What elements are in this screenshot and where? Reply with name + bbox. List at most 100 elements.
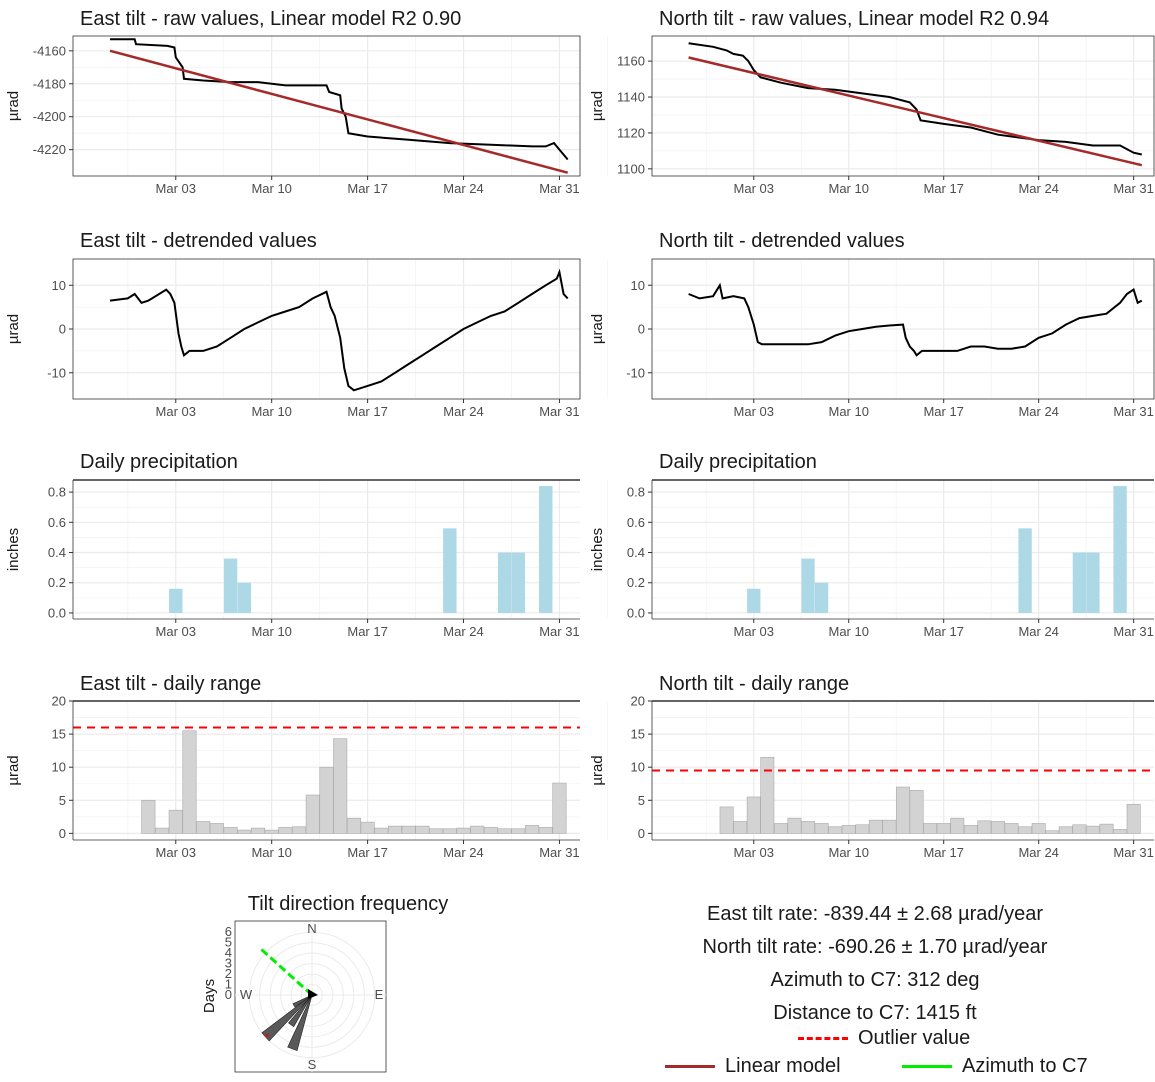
east_precip-x-tick-label: Mar 10 — [251, 624, 291, 639]
north_raw-y-tick-label: 1140 — [617, 90, 645, 105]
north_range-bar — [1018, 826, 1033, 834]
east_detr-x-tick-label: Mar 03 — [156, 404, 196, 419]
north_precip-bar — [814, 582, 829, 613]
north_detr-x-tick-label: Mar 24 — [1018, 404, 1058, 419]
north_precip-x-tick-label: Mar 24 — [1018, 624, 1058, 639]
north_detr-data-line — [688, 282, 1143, 357]
east_range-bar — [141, 799, 156, 834]
north_range-bar — [1113, 829, 1128, 834]
rose-r-tick-label: 6 — [225, 924, 232, 939]
north_range-bar — [977, 820, 992, 834]
legend-outlier-key — [798, 1037, 848, 1041]
rose-label-e: E — [375, 987, 384, 1002]
east_range-bar — [401, 825, 416, 834]
east_precip-bar — [169, 588, 183, 613]
north_raw-x-tick-label: Mar 03 — [734, 181, 774, 196]
north_precip-bar — [1086, 552, 1100, 613]
north_range-y-tick-label: 10 — [631, 760, 645, 775]
north_raw-x-tick-label: Mar 31 — [1113, 181, 1153, 196]
north_range-bar — [773, 823, 788, 834]
east_range-bar — [387, 825, 403, 834]
north_precip-bar — [1113, 486, 1127, 613]
north_raw-title: North tilt - raw values, Linear model R2… — [659, 8, 1049, 30]
north_range-bar — [801, 821, 815, 834]
east_range-bar — [182, 730, 197, 834]
east_precip-y-tick-label: 0.4 — [48, 545, 66, 560]
north_detr-y-tick-label: -10 — [626, 365, 645, 380]
rose-label-n: N — [307, 921, 316, 936]
north_range-y-tick-label: 0 — [638, 826, 645, 841]
legend-azimuth-label: Azimuth to C7 — [962, 1055, 1088, 1077]
legend-model: Linear model — [665, 1055, 841, 1078]
north_detr-y-axis-label: µrad — [589, 314, 606, 344]
east_range-bar — [497, 828, 512, 834]
rose-title: Tilt direction frequency — [248, 893, 448, 915]
north_range-bar — [746, 796, 761, 834]
rate-summary: East tilt rate: -839.44 ± 2.68 µrad/year… — [640, 898, 1110, 1030]
north_range-bar — [1126, 803, 1141, 834]
north_precip-bar — [1018, 528, 1032, 613]
north_precip-bar — [801, 558, 815, 613]
north_range-bar — [841, 825, 856, 834]
rose-label-w: W — [240, 987, 253, 1002]
east_raw-x-tick-label: Mar 03 — [156, 181, 196, 196]
rose-label-s: S — [308, 1057, 317, 1072]
rose-petal — [292, 994, 313, 1008]
east_precip-y-tick-label: 0.8 — [48, 485, 66, 500]
north_detr-y-tick-label: 0 — [638, 322, 645, 337]
north_range-x-tick-label: Mar 03 — [734, 845, 774, 860]
rose-r-tick-label: 1 — [225, 977, 232, 992]
east_raw-x-tick-label: Mar 31 — [539, 181, 579, 196]
north_precip-x-tick-label: Mar 31 — [1113, 624, 1153, 639]
north_detr-x-tick-label: Mar 17 — [923, 404, 963, 419]
north_precip-y-tick-label: 0.4 — [627, 545, 645, 560]
north_range-bar — [1045, 830, 1060, 834]
rose-r-tick-label: 2 — [225, 966, 232, 981]
east_precip-y-tick-label: 0.2 — [48, 575, 66, 590]
east_detr-x-tick-label: Mar 24 — [443, 404, 483, 419]
east_detr-title: East tilt - detrended values — [80, 230, 317, 252]
north_range-x-tick-label: Mar 17 — [923, 845, 963, 860]
east_detr-x-tick-label: Mar 17 — [347, 404, 387, 419]
north_detr-title: North tilt - detrended values — [659, 230, 905, 252]
east_range-title: East tilt - daily range — [80, 673, 261, 695]
rose-model-line — [264, 1032, 270, 1039]
east_detr-y-axis-label: µrad — [5, 314, 22, 344]
east_range-bar — [415, 825, 430, 834]
north_raw-y-tick-label: 1160 — [617, 54, 645, 69]
north_raw-x-tick-label: Mar 17 — [923, 181, 963, 196]
east_range-x-tick-label: Mar 31 — [539, 845, 579, 860]
east_range-bar — [196, 821, 211, 834]
north_precip-y-tick-label: 0.0 — [627, 605, 645, 620]
north_raw-y-axis-label: µrad — [589, 91, 606, 121]
east_raw-y-tick-label: -4220 — [33, 142, 66, 157]
east_precip-x-tick-label: Mar 03 — [156, 624, 196, 639]
east_range-bar — [538, 827, 553, 834]
east_raw-title: East tilt - raw values, Linear model R2 … — [80, 8, 461, 30]
east_range-bar — [374, 827, 389, 834]
east_range-bar — [305, 794, 320, 834]
north_precip-x-tick-label: Mar 10 — [828, 624, 868, 639]
north_precip-y-axis-label: inches — [589, 528, 606, 571]
east_range-bar — [429, 828, 444, 834]
north_precip-y-tick-label: 0.2 — [627, 575, 645, 590]
north_range-bar — [991, 821, 1005, 834]
north_precip-y-tick-label: 0.8 — [627, 485, 645, 500]
east_range-bar — [319, 766, 334, 834]
east_range-bar — [525, 825, 540, 834]
north_raw-model-line — [688, 56, 1143, 167]
north_precip-bar — [1072, 552, 1087, 613]
north_range-bar — [950, 817, 965, 834]
rose-petal — [287, 994, 313, 1051]
north_precip-plot-area — [652, 480, 1154, 619]
east_precip-x-tick-label: Mar 24 — [443, 624, 483, 639]
east_precip-y-tick-label: 0.6 — [48, 515, 66, 530]
north_range-y-axis-label: µrad — [589, 755, 606, 785]
east_detr-x-tick-label: Mar 10 — [251, 404, 291, 419]
north_raw-x-tick-label: Mar 10 — [828, 181, 868, 196]
east_raw-y-axis-label: µrad — [5, 91, 22, 121]
north_range-y-tick-label: 5 — [638, 793, 645, 808]
north_detr-x-tick-label: Mar 10 — [828, 404, 868, 419]
rose-r-tick-label: 5 — [225, 935, 232, 950]
